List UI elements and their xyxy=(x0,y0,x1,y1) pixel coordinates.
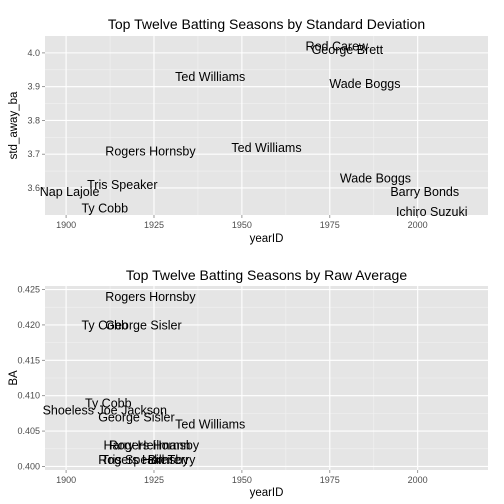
point-label: Barry Bonds xyxy=(390,185,459,199)
plot-background xyxy=(45,36,488,215)
point-label: Ty Cobb xyxy=(81,202,128,216)
plot-area xyxy=(45,36,488,215)
point-label: George Brett xyxy=(312,43,384,57)
y-tick-label: 3.8 xyxy=(27,115,40,125)
x-axis-label: yearID xyxy=(250,233,284,245)
chart-title: Top Twelve Batting Seasons by Raw Averag… xyxy=(126,267,407,283)
point-label: Harry Heilmann xyxy=(104,439,191,453)
point-label: Rogers Hornsby xyxy=(105,290,196,304)
point-label: Bill Terry xyxy=(148,453,196,467)
point-label: George Sisler xyxy=(105,318,181,332)
point-label: Ted Williams xyxy=(231,141,301,155)
x-tick-label: 1975 xyxy=(320,220,340,230)
y-tick-label: 0.425 xyxy=(17,285,40,295)
x-tick-label: 1975 xyxy=(320,475,340,485)
point-label: Nap Lajoie xyxy=(40,185,100,199)
y-tick-label: 0.405 xyxy=(17,426,40,436)
point-label: Ichiro Suzuki xyxy=(396,205,468,219)
y-tick-label: 3.7 xyxy=(27,149,40,159)
x-tick-label: 2000 xyxy=(408,220,428,230)
y-axis-label: BA xyxy=(8,370,20,386)
point-label: Rod Carew xyxy=(306,40,369,54)
x-tick-label: 1950 xyxy=(232,475,252,485)
point-label: Ty Cobb xyxy=(85,396,132,410)
point-label: Rogers Hornsby xyxy=(98,453,189,467)
point-label: Wade Boggs xyxy=(329,77,400,91)
y-axis-label: std_away_ba xyxy=(8,91,20,159)
y-tick-label: 0.410 xyxy=(17,391,40,401)
point-label: Tris Speaker xyxy=(87,178,157,192)
y-tick-label: 0.420 xyxy=(17,320,40,330)
plot-area xyxy=(45,286,488,470)
x-tick-label: 1950 xyxy=(232,220,252,230)
std-dev-chart: 1900 1925 1950 1975 2000 3.6 3.7 3.8 3.9 4.0 Rod C… xyxy=(8,16,488,245)
y-tick-label: 4.0 xyxy=(27,48,40,58)
y-tick-label: 3.9 xyxy=(27,82,40,92)
point-label: Shoeless Joe Jackson xyxy=(43,403,167,417)
point-label: Tris Speaker xyxy=(101,453,171,467)
x-axis-label: yearID xyxy=(250,487,284,499)
chart-title: Top Twelve Batting Seasons by Standard D… xyxy=(108,16,425,32)
x-tick-label: 1900 xyxy=(56,220,76,230)
raw-average-chart: 1900 1925 1950 1975 2000 0.400 0.405 0.410 0.415… xyxy=(8,267,488,499)
point-label: Rogers Hornsby xyxy=(109,439,200,453)
x-tick-label: 2000 xyxy=(408,475,428,485)
point-label: Ted Williams xyxy=(175,418,245,432)
point-label: Wade Boggs xyxy=(340,171,411,185)
y-tick-label: 0.415 xyxy=(17,355,40,365)
x-tick-label: 1900 xyxy=(56,475,76,485)
point-label: George Sisler xyxy=(98,410,174,424)
point-label: Rogers Hornsby xyxy=(105,144,196,158)
point-label: Ty Cobb xyxy=(81,318,128,332)
x-tick-label: 1925 xyxy=(144,220,164,230)
y-tick-label: 3.6 xyxy=(27,183,40,193)
point-label: Ted Williams xyxy=(175,70,245,84)
x-tick-label: 1925 xyxy=(144,475,164,485)
y-tick-label: 0.400 xyxy=(17,461,40,471)
